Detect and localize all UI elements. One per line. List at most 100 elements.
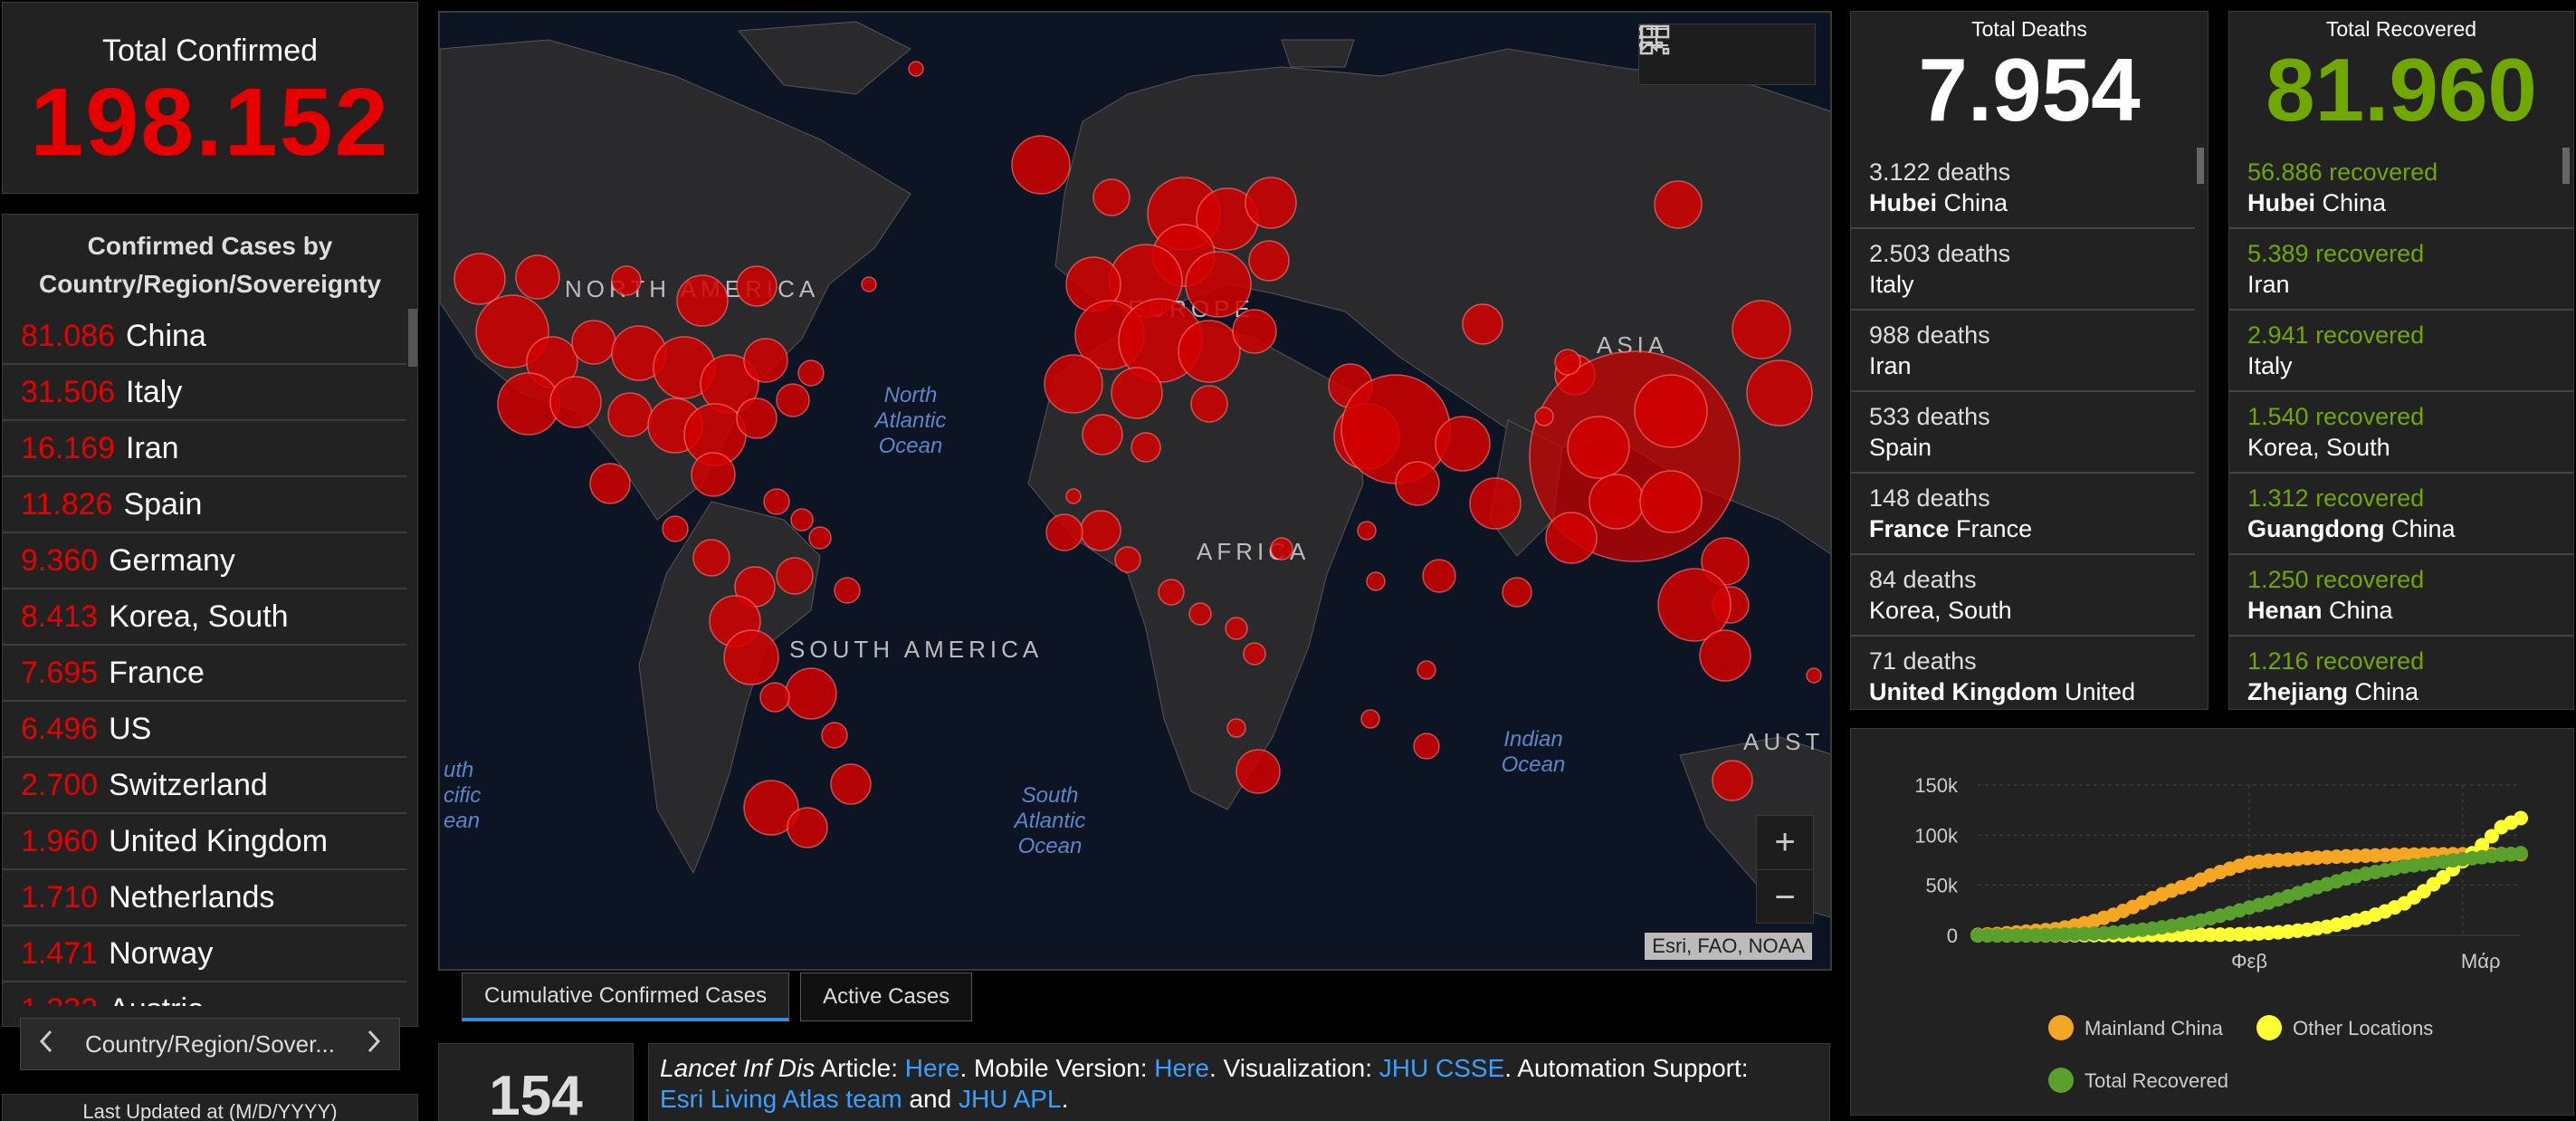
country-list-item[interactable]: 2.700 Switzerland (3, 758, 406, 814)
recovered-list-item[interactable]: 1.250 recovered Henan China (2229, 555, 2573, 637)
map-attribution: Esri, FAO, NOAA (1645, 933, 1812, 960)
zoom-in-button[interactable]: + (1757, 816, 1813, 870)
chevron-right-icon[interactable] (363, 1030, 385, 1059)
deaths-list-item-location: Spain (1869, 432, 2195, 463)
deaths-list-item[interactable]: 3.122 deaths Hubei China (1851, 148, 2195, 229)
deaths-list-item[interactable]: 71 deaths United Kingdom United (1851, 637, 2195, 709)
description-panel: Lancet Inf Dis Article: Here. Mobile Ver… (648, 1043, 1830, 1121)
description-text: . (1061, 1085, 1069, 1113)
indian-ocean-label-2: Ocean (1502, 752, 1566, 777)
country-list-item[interactable]: 16.169 Iran (3, 421, 406, 477)
article-link[interactable]: Here (904, 1054, 960, 1082)
case-bubbles[interactable] (453, 61, 1822, 848)
country-list-item[interactable]: 7.695 France (3, 646, 406, 702)
recovered-list-item-country: China (2315, 189, 2387, 216)
recovered-list-item-location: Henan China (2247, 595, 2573, 626)
chart-point-total-recovered (2514, 846, 2528, 861)
chart-legend-swatch (2048, 1015, 2074, 1040)
recovered-list-item[interactable]: 1.312 recovered Guangdong China (2229, 474, 2573, 555)
country-list-item[interactable]: 1.332 Austria (3, 982, 406, 1007)
deaths-list-item[interactable]: 533 deaths Spain (1851, 392, 2195, 474)
country-name: France (109, 655, 205, 690)
country-name: Norway (109, 935, 214, 971)
north-atlantic-label-2: Atlantic (873, 408, 947, 433)
total-deaths-panel: Total Deaths 7.954 3.122 deaths Hubei Chi… (1850, 11, 2209, 710)
qr-code-icon[interactable] (1639, 24, 1805, 73)
deaths-list-item-region: Hubei (1869, 189, 1938, 216)
recovered-list-item-region: Hubei (2247, 189, 2316, 216)
country-case-count: 11.826 (21, 486, 113, 522)
zoom-out-button[interactable]: − (1774, 877, 1796, 917)
cases-chart-panel: 0 50k 100k 150k Φεβ Μάρ Mainland China Other Lo… (1850, 728, 2574, 1116)
country-list-item[interactable]: 1.960 United Kingdom (3, 814, 406, 870)
world-map[interactable]: North Atlantic Ocean South Atlantic Ocea… (438, 11, 1832, 971)
deaths-list[interactable]: 3.122 deaths Hubei China 2.503 deaths Ital… (1851, 148, 2195, 709)
mobile-version-link[interactable]: Here (1154, 1054, 1209, 1082)
deaths-list-item[interactable]: 148 deaths France France (1851, 474, 2195, 555)
recovered-list-item-location: Korea, South (2247, 432, 2573, 463)
chart-legend-label: Other Locations (2293, 1017, 2433, 1040)
recovered-list-item[interactable]: 1.216 recovered Zhejiang China (2229, 637, 2573, 709)
jhu-csse-link[interactable]: JHU CSSE (1379, 1054, 1505, 1082)
deaths-list-item-count: 988 deaths (1869, 321, 1990, 349)
total-recovered-header: Total Recovered 81.960 (2229, 12, 2573, 148)
deaths-list-item[interactable]: 84 deaths Korea, South (1851, 555, 2195, 637)
recovered-list[interactable]: 56.886 recovered Hubei China 5.389 recover… (2229, 148, 2573, 709)
country-name: US (109, 711, 152, 746)
country-list-item[interactable]: 11.826 Spain (3, 477, 406, 533)
deaths-list-item-count: 84 deaths (1869, 566, 1977, 593)
deaths-list-item-count: 3.122 deaths (1869, 158, 2011, 186)
description-text: Article: (815, 1054, 905, 1082)
tab-active-cases[interactable]: Active Cases (800, 972, 973, 1021)
list-icon[interactable] (1639, 27, 1746, 73)
south-america-label: SOUTH AMERICA (789, 636, 1043, 663)
deaths-list-scrollbar[interactable] (2197, 148, 2204, 184)
country-list-item[interactable]: 8.413 Korea, South (3, 589, 406, 646)
recovered-list-item-region: Henan (2247, 597, 2323, 624)
country-list-item[interactable]: 1.471 Norway (3, 926, 406, 982)
recovered-list-item-region: Guangdong (2247, 515, 2385, 542)
country-list-item[interactable]: 81.086 China (3, 309, 406, 365)
deaths-list-item-location: Korea, South (1869, 595, 2195, 626)
country-list-title: Confirmed Cases by Country/Region/Sovere… (3, 215, 417, 309)
recovered-list-scrollbar[interactable] (2562, 148, 2570, 184)
map-tabs: Cumulative Confirmed Cases Active Cases (462, 972, 973, 1023)
total-deaths-header: Total Deaths 7.954 (1851, 12, 2208, 148)
recovered-list-item-location: Zhejiang China (2247, 676, 2573, 707)
deaths-list-item[interactable]: 988 deaths Iran (1851, 311, 2195, 392)
country-case-count: 9.360 (21, 542, 99, 578)
deaths-list-item-count: 2.503 deaths (1869, 240, 2011, 267)
recovered-list-item-region: Zhejiang (2247, 678, 2349, 705)
north-atlantic-label-1: North (884, 383, 938, 407)
deaths-list-item-country: Italy (1869, 271, 1914, 298)
country-list-item[interactable]: 31.506 Italy (3, 365, 406, 421)
country-case-count: 8.413 (21, 599, 99, 634)
country-list-item[interactable]: 6.496 US (3, 702, 406, 758)
country-list-item[interactable]: 1.710 Netherlands (3, 870, 406, 926)
chart-y-tick-label: 0 (1947, 925, 1958, 947)
recovered-list-item-location: Hubei China (2247, 187, 2573, 218)
total-confirmed-panel: Total Confirmed 198.152 (2, 2, 418, 194)
country-case-count: 16.169 (21, 430, 115, 465)
country-name: Italy (126, 374, 183, 409)
esri-team-link[interactable]: Esri Living Atlas team (660, 1085, 902, 1113)
south-pacific-label-3: ean (444, 809, 480, 833)
country-list[interactable]: 81.086 China 31.506 Italy 16.169 Iran 11.826 Sp… (3, 309, 406, 1006)
country-name: Iran (126, 430, 179, 465)
country-name: Germany (109, 542, 235, 578)
recovered-list-item[interactable]: 56.886 recovered Hubei China (2229, 148, 2573, 229)
jhu-apl-link[interactable]: JHU APL (958, 1085, 1062, 1113)
country-list-scrollbar[interactable] (408, 309, 417, 367)
country-case-count: 81.086 (21, 318, 115, 353)
tab-cumulative-confirmed[interactable]: Cumulative Confirmed Cases (462, 972, 790, 1021)
recovered-list-item[interactable]: 5.389 recovered Iran (2229, 229, 2573, 311)
south-pacific-label-1: uth (444, 758, 473, 782)
cases-chart: 0 50k 100k 150k Φεβ Μάρ Mainland China Other Lo… (1914, 774, 2528, 1093)
country-list-item[interactable]: 9.360 Germany (3, 533, 406, 589)
chevron-left-icon[interactable] (35, 1030, 57, 1059)
deaths-list-item[interactable]: 2.503 deaths Italy (1851, 229, 2195, 311)
country-name: Switzerland (109, 767, 268, 802)
total-recovered-panel: Total Recovered 81.960 56.886 recovered H… (2228, 11, 2574, 710)
recovered-list-item[interactable]: 1.540 recovered Korea, South (2229, 392, 2573, 474)
recovered-list-item[interactable]: 2.941 recovered Italy (2229, 311, 2573, 392)
